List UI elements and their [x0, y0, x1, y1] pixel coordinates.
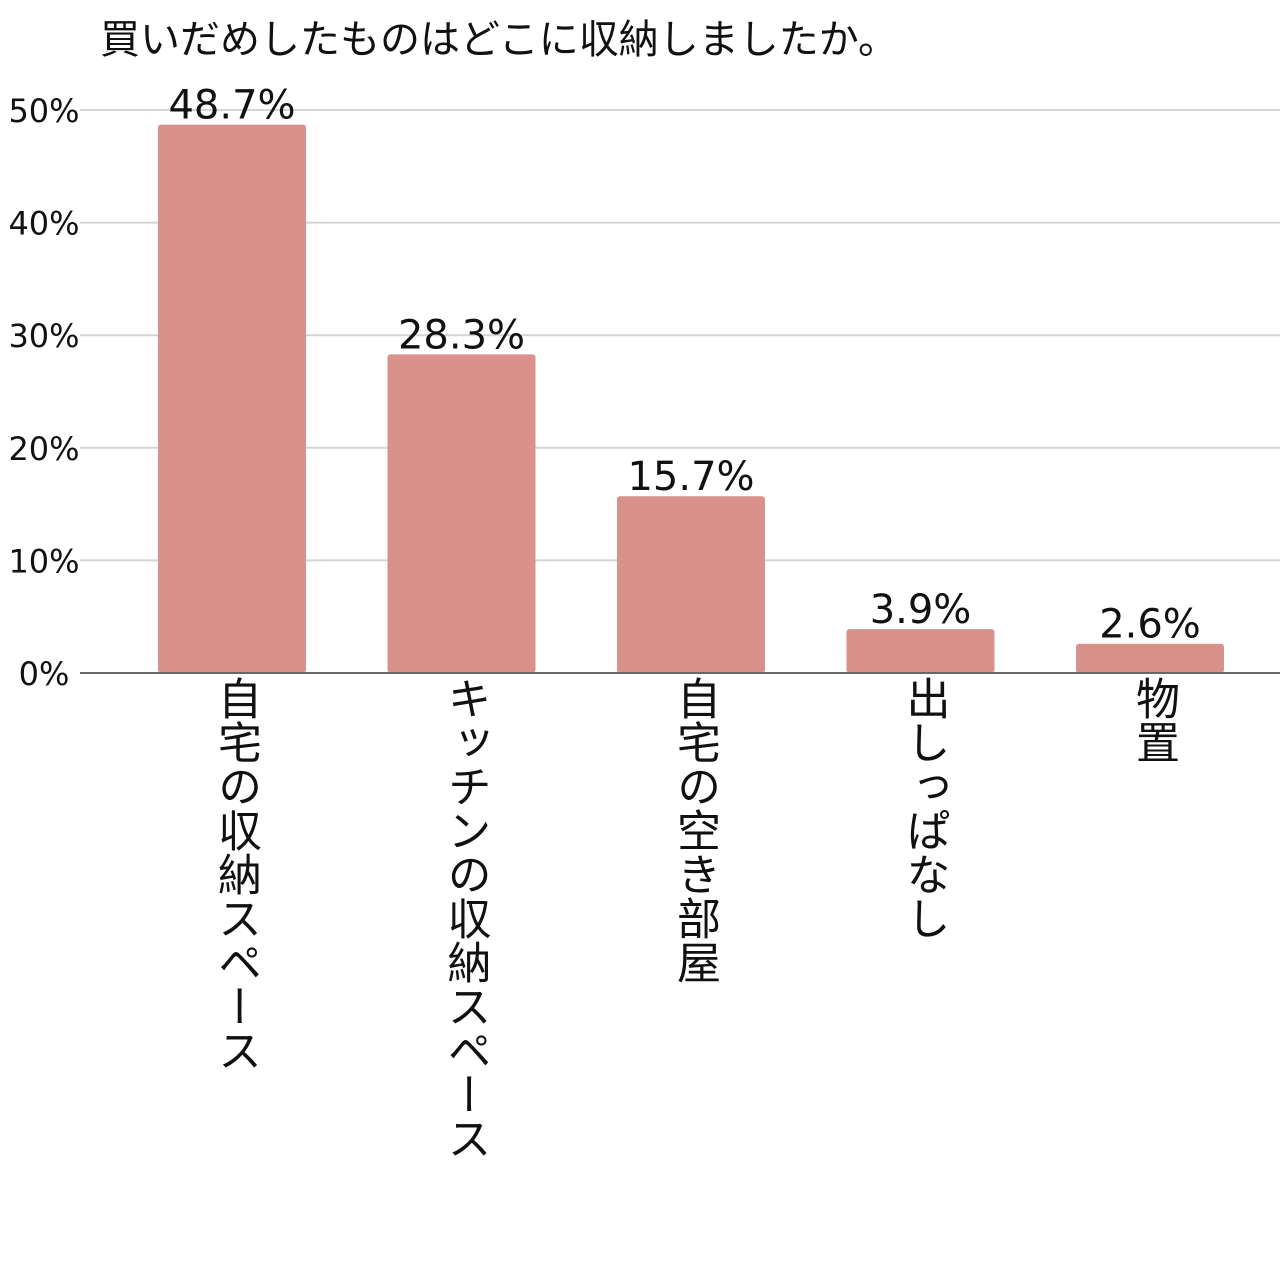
category-label: 出しっぱなし [898, 676, 950, 940]
y-tick-label: 50% [8, 92, 79, 130]
bar [387, 354, 536, 673]
bar [846, 629, 995, 673]
y-tick-label: 20% [8, 430, 79, 468]
data-label: 15.7% [627, 454, 754, 500]
category-label: 自宅の収納スペース [210, 676, 261, 1072]
data-labels: 48.7% 28.3% 15.7% 3.9% 2.6% [168, 83, 1200, 648]
data-label: 28.3% [398, 312, 525, 358]
data-label: 48.7% [168, 83, 295, 129]
category-label: 自宅の空き部屋 [669, 676, 720, 984]
bar [1076, 643, 1224, 673]
y-tick-label: 0% [19, 655, 70, 693]
category-label: キッチンの収納スペース [439, 676, 491, 1160]
y-tick-label: 40% [8, 205, 79, 243]
y-tick-label: 10% [8, 542, 79, 580]
chart-title: 買いだめしたものはどこに収納しましたか。 [100, 17, 898, 63]
y-tick-label: 30% [8, 317, 79, 355]
data-label: 2.6% [1099, 602, 1201, 648]
bar [158, 124, 306, 673]
bar [617, 496, 765, 673]
bars [158, 124, 1224, 673]
data-label: 3.9% [870, 587, 972, 633]
y-axis-ticks: 0% 10% 20% 30% 40% 50% [8, 92, 79, 693]
category-label: 物置 [1128, 676, 1179, 764]
